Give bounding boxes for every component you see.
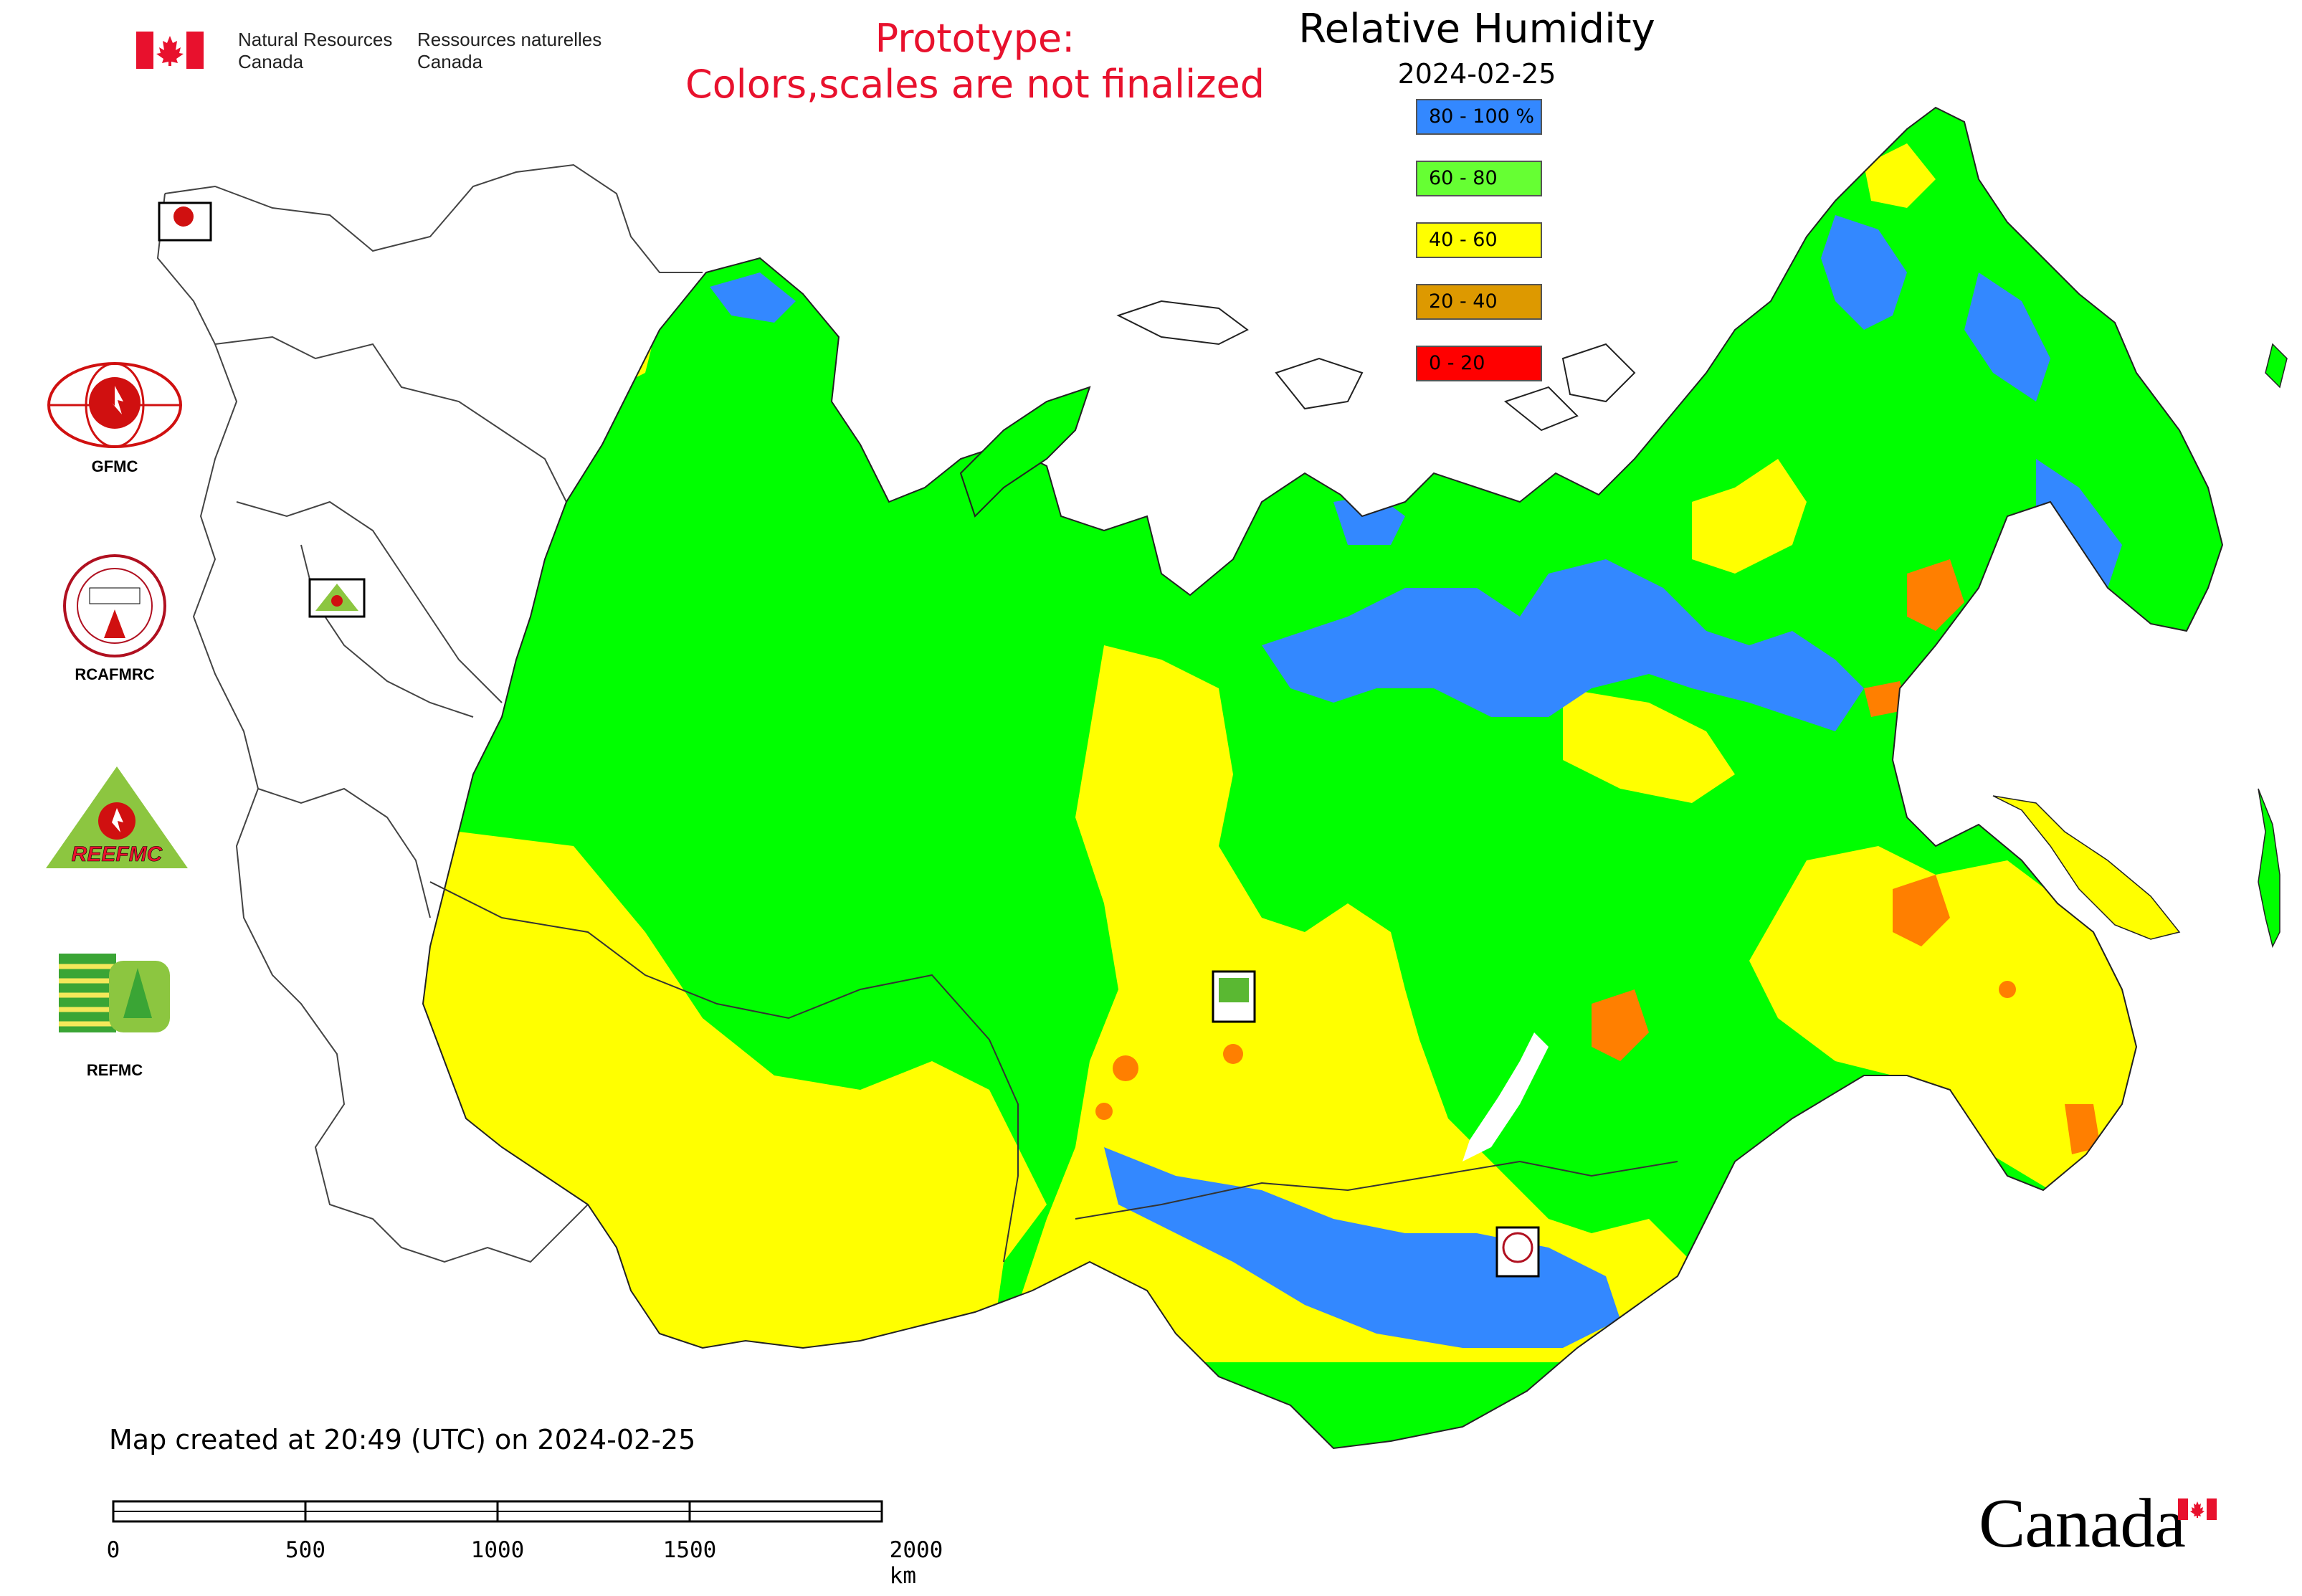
goc-signature: Natural Resources Canada Ressources natu… xyxy=(136,29,609,79)
country-border xyxy=(429,881,1019,1263)
rcafmrc-marker-icon xyxy=(1495,1226,1540,1278)
gfmc-logo: GFMC xyxy=(36,358,194,480)
arctic-islands xyxy=(959,300,1636,518)
map-created-timestamp: Map created at 20:49 (UTC) on 2024-02-25 xyxy=(109,1424,696,1455)
department-name-fr: Ressources naturelles Canada xyxy=(417,29,602,72)
canada-flag-icon xyxy=(136,32,204,69)
islands xyxy=(1992,343,2288,949)
svg-text:REEFMC: REEFMC xyxy=(72,842,163,866)
scale-label-2000: 2000 km xyxy=(889,1537,943,1589)
legend-item-20-40: 20 - 40 xyxy=(1416,284,1542,320)
department-name-en: Natural Resources Canada xyxy=(238,29,393,72)
reefmc-logo-icon: REEFMC xyxy=(46,766,188,868)
legend-item-80-100: 80 - 100 % xyxy=(1416,99,1542,135)
legend-item-0-20: 0 - 20 xyxy=(1416,346,1542,381)
refmc-logo-caption: REFMC xyxy=(86,1061,143,1079)
scale-label-1500: 1500 xyxy=(662,1537,717,1563)
refmc-logo-icon xyxy=(59,939,173,1047)
prototype-notice-line2: Colors,scales are not finalized xyxy=(685,62,1265,107)
refmc-logo: REFMC xyxy=(36,939,194,1090)
legend-item-60-80: 60 - 80 xyxy=(1416,161,1542,196)
legend-item-40-60: 40 - 60 xyxy=(1416,222,1542,258)
canada-flag-icon xyxy=(2178,1498,2217,1520)
gfmc-logo-caption: GFMC xyxy=(91,457,138,475)
scale-label-1000: 1000 xyxy=(470,1537,525,1563)
refmc-marker-icon xyxy=(1212,970,1256,1023)
reefmc-marker-icon xyxy=(308,578,366,618)
scale-label-500: 500 xyxy=(285,1537,325,1563)
rcafmrc-logo: RCAFMRC xyxy=(36,552,194,695)
rcafmrc-logo-caption: RCAFMRC xyxy=(75,665,155,683)
map-date: 2024-02-25 xyxy=(1397,58,1556,90)
gfmc-marker-icon xyxy=(158,201,212,242)
prototype-notice: Prototype: Colors,scales are not finaliz… xyxy=(674,16,1276,108)
rcafmrc-logo-icon xyxy=(63,554,166,657)
gfmc-logo-icon xyxy=(47,362,182,448)
legend: 80 - 100 % 60 - 80 40 - 60 20 - 40 0 - 2… xyxy=(1416,99,1545,386)
canada-wordmark: Canada xyxy=(1979,1485,2186,1562)
scale-bar-graphic xyxy=(112,1500,883,1523)
scale-bar: 0 500 1000 1500 2000 km xyxy=(106,1498,968,1589)
map-title: Relative Humidity xyxy=(1298,6,1655,52)
prototype-notice-line1: Prototype: xyxy=(875,16,1075,61)
scale-label-0: 0 xyxy=(106,1537,120,1563)
reefmc-logo: REEFMC xyxy=(36,764,194,878)
humidity-regions xyxy=(423,108,2222,1448)
